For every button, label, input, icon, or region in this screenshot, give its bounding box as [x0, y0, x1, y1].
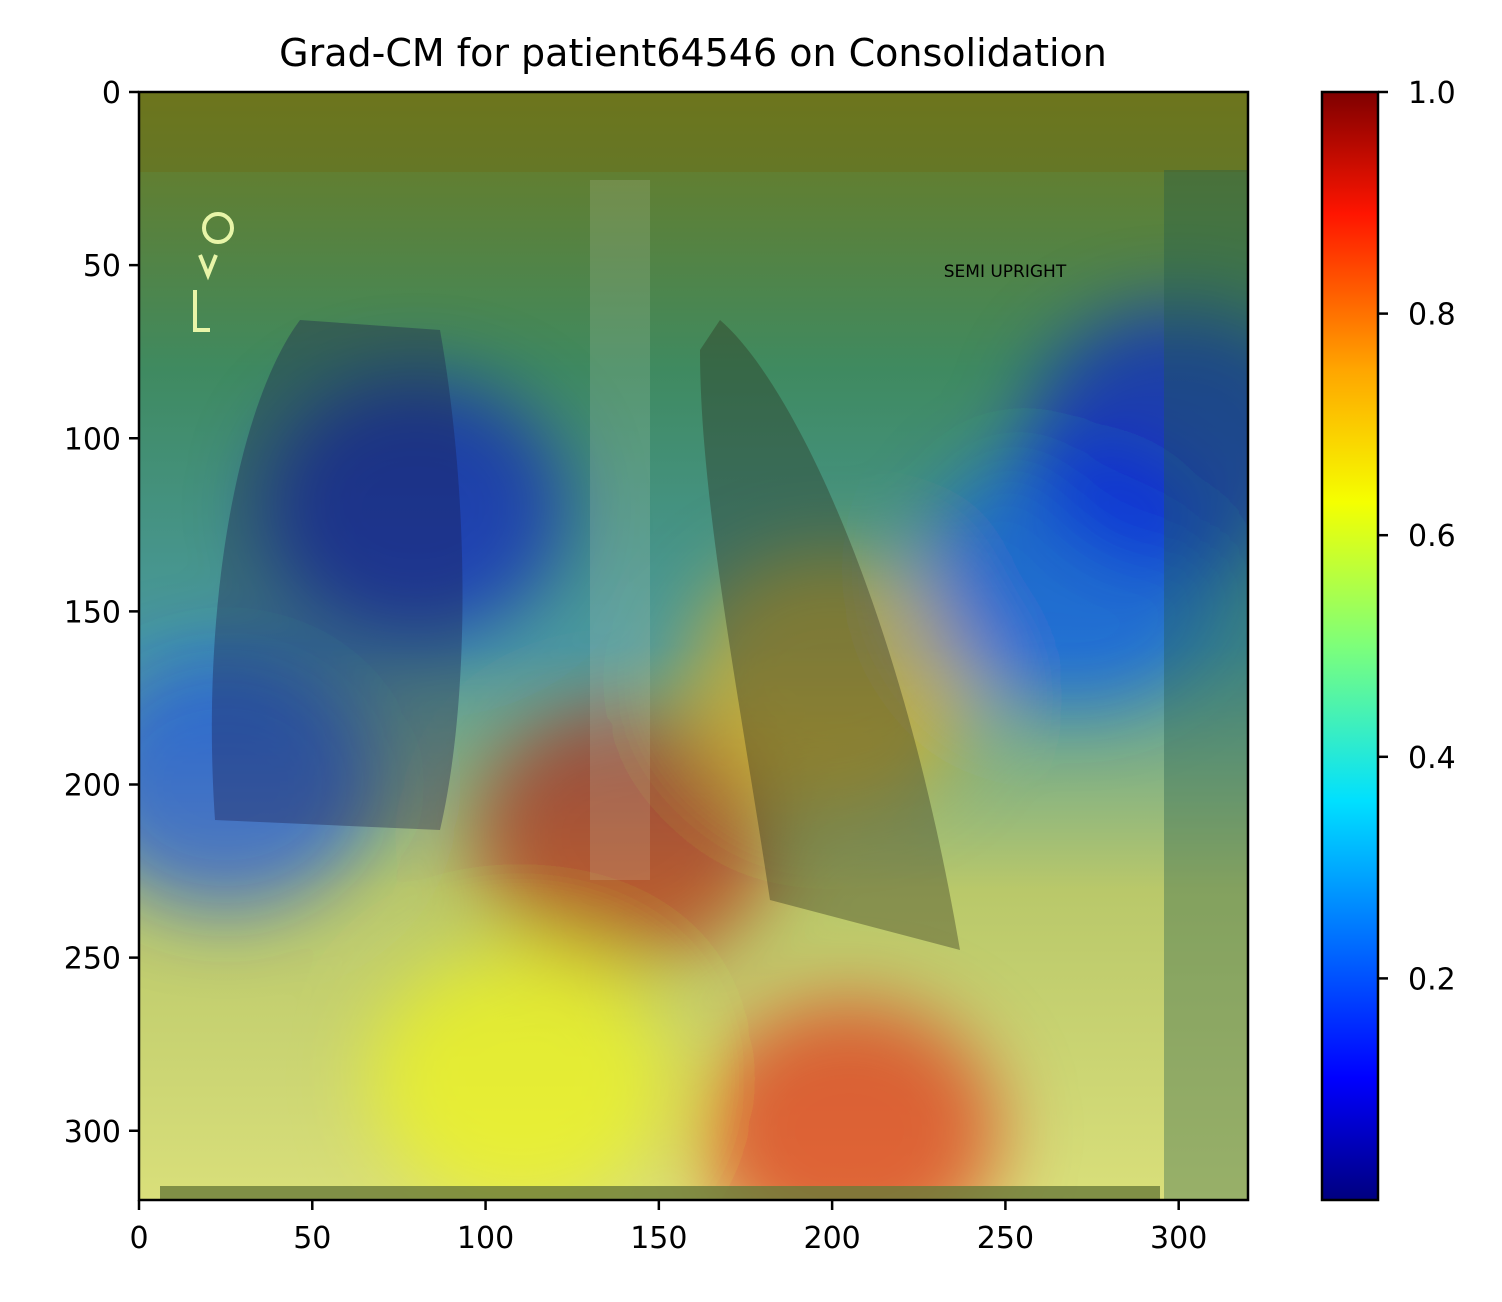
xray-bottom-border [160, 1186, 1160, 1200]
low-activation-left-lung [266, 377, 567, 638]
colorbar-tick-label: 0.8 [1408, 298, 1456, 333]
xray-right-border [1164, 170, 1248, 1200]
heatmap-blobs [139, 308, 1248, 1200]
x-tick-label: 150 [630, 1221, 687, 1256]
colorbar-tick-label: 0.2 [1408, 962, 1456, 997]
y-tick-label: 150 [64, 595, 121, 630]
image-annotation: SEMI UPRIGHT [944, 262, 1067, 282]
y-tick-label: 100 [64, 422, 121, 457]
x-tick-label: 0 [129, 1221, 148, 1256]
x-tick-label: 300 [1150, 1221, 1207, 1256]
x-tick-label: 100 [457, 1221, 514, 1256]
mid-activation-lower [370, 948, 671, 1200]
low-activation-left-lateral [139, 654, 376, 915]
x-tick-label: 200 [803, 1221, 860, 1256]
y-tick-label: 300 [64, 1115, 121, 1150]
y-tick-label: 50 [83, 249, 121, 284]
y-axis: 0 50 100 150 200 250 300 [64, 76, 139, 1150]
colorbar-tick-label: 1.0 [1408, 76, 1456, 111]
chart-title: Grad-CM for patient64546 on Consolidatio… [279, 31, 1107, 75]
colorbar-tick-label: 0.6 [1408, 519, 1456, 554]
xray-marker-icon [193, 212, 234, 332]
y-tick-label: 200 [64, 769, 121, 804]
heatmap-area: SEMI UPRIGHT [139, 92, 1248, 1200]
y-tick-label: 0 [102, 76, 121, 111]
high-activation-center [474, 706, 775, 967]
high-activation-lower-right [699, 1000, 1000, 1200]
x-tick-label: 50 [293, 1221, 331, 1256]
low-activation-far-right [1028, 308, 1248, 569]
colorbar-axis: 0.2 0.4 0.6 0.8 1.0 [1378, 76, 1456, 997]
colorbar [1320, 90, 1380, 1202]
mid-activation-right-lung [682, 550, 983, 811]
xray-overlay [211, 180, 960, 950]
axes-frame [137, 90, 1250, 1202]
colorbar-tick-label: 0.4 [1408, 741, 1456, 776]
y-tick-label: 250 [64, 942, 121, 977]
xray-top-border [139, 92, 1248, 172]
x-tick-label: 250 [977, 1221, 1034, 1256]
x-axis: 0 50 100 150 200 250 300 [129, 1200, 1207, 1256]
